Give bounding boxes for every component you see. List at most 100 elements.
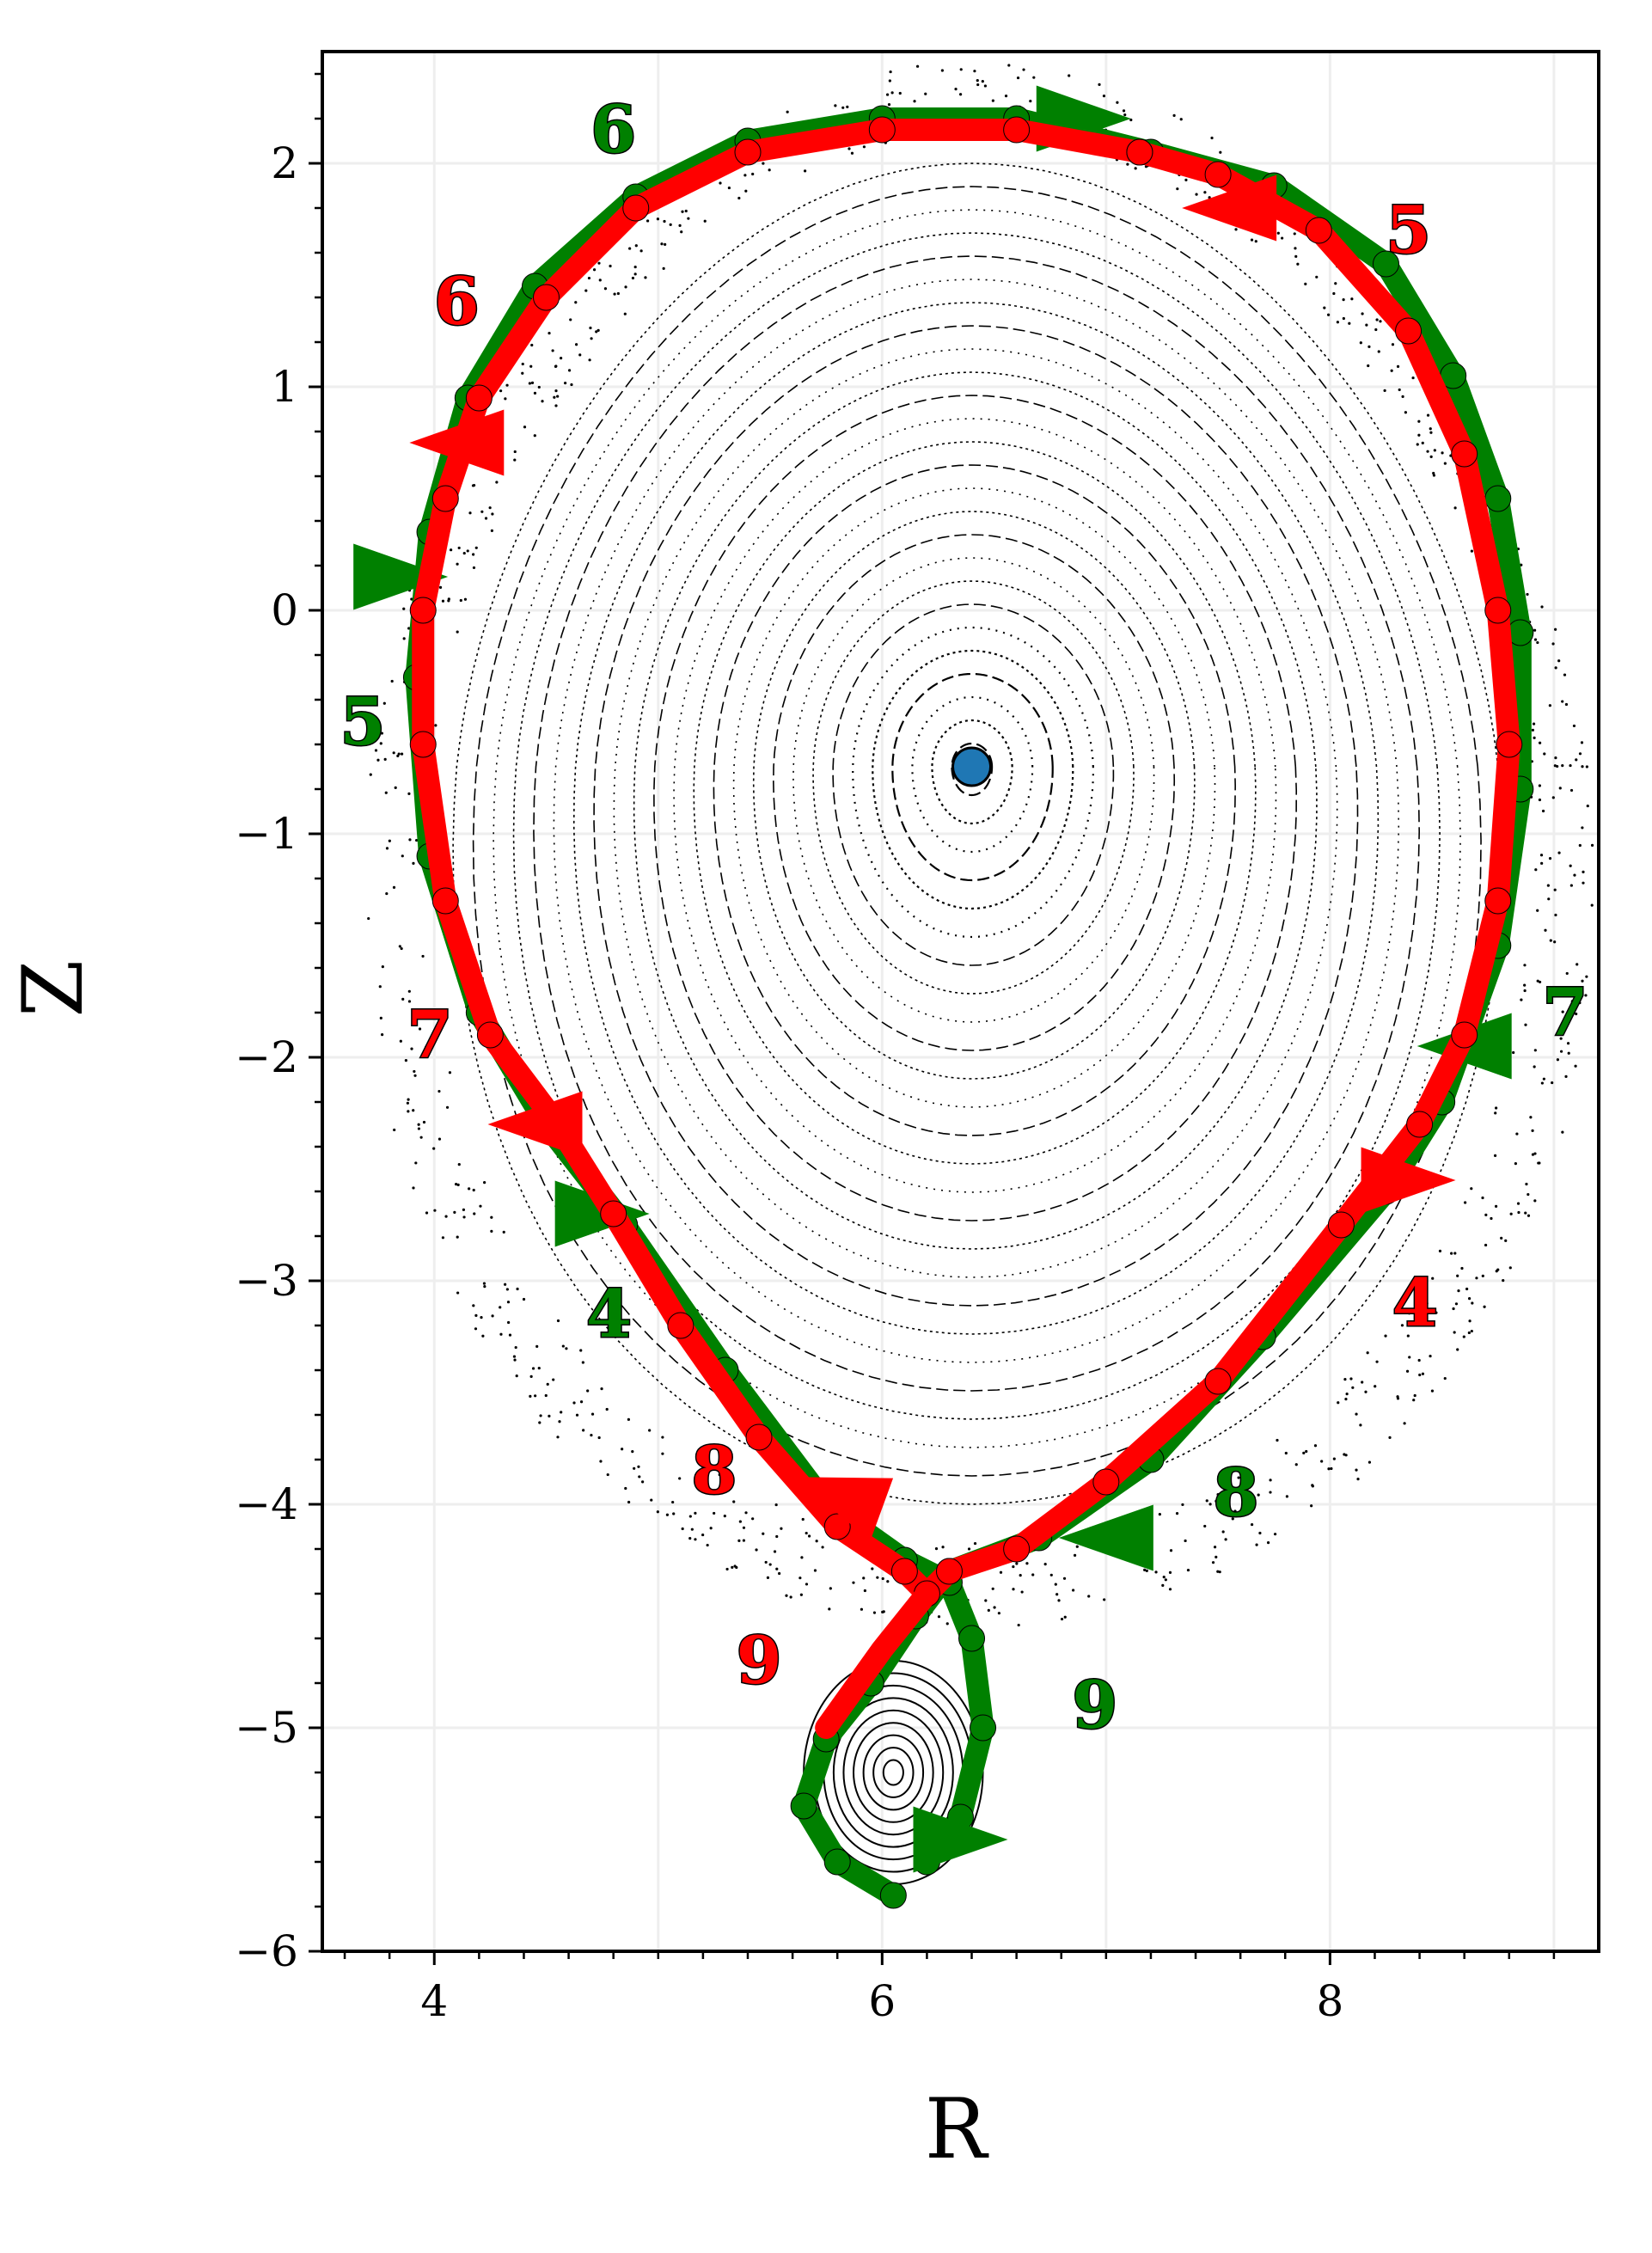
red-path-line	[412, 119, 1520, 1605]
chaos-dot	[1179, 118, 1183, 121]
chaos-dot	[1367, 345, 1371, 348]
chaos-dot	[1541, 809, 1545, 813]
chaos-dot	[1452, 1307, 1455, 1311]
red-path-point	[823, 1513, 851, 1540]
chaos-dot	[1548, 704, 1551, 707]
chaos-dot	[737, 1539, 741, 1542]
chaos-dot	[1540, 605, 1544, 609]
chaos-dot	[1590, 843, 1594, 847]
chaos-dot	[457, 1163, 461, 1166]
chaos-dot	[599, 1460, 603, 1463]
chaos-dot	[474, 546, 478, 549]
chaos-dot	[999, 1570, 1003, 1574]
chaos-dot	[1429, 431, 1433, 434]
chaos-dot	[1553, 888, 1557, 891]
chaos-dot	[1103, 1598, 1106, 1601]
chaos-dot	[482, 1282, 486, 1285]
chaos-dot	[872, 1611, 877, 1614]
chaos-dot	[463, 597, 468, 601]
green-path-point	[970, 1714, 997, 1742]
chaos-dot	[1218, 1570, 1221, 1574]
chaos-dot	[661, 1436, 664, 1439]
chaos-dot	[1561, 1010, 1564, 1013]
chaos-dot	[663, 219, 666, 223]
chaos-dot	[1456, 1274, 1459, 1277]
red-path-point	[409, 731, 437, 758]
chaos-dot	[556, 395, 560, 398]
chaos-dot	[684, 209, 688, 213]
chaos-dot	[1219, 1504, 1223, 1508]
chaos-dot	[1266, 1541, 1270, 1545]
chaos-dot	[1407, 1312, 1411, 1315]
chaos-dot	[513, 458, 517, 462]
chaos-dot	[404, 1059, 407, 1062]
chaos-dot	[513, 1358, 517, 1362]
chaos-dot	[1421, 441, 1424, 445]
green-path-arrow	[913, 1806, 1008, 1873]
chaos-dot	[539, 1414, 542, 1417]
chaos-dot	[605, 1407, 609, 1411]
chaos-dot	[1527, 1192, 1530, 1197]
green-step-label: 6	[590, 91, 636, 168]
chaos-dot	[1569, 864, 1572, 867]
chaos-dot	[1565, 971, 1569, 976]
chaos-dot	[1564, 1074, 1568, 1078]
y-tick-label: −6	[235, 1926, 298, 1976]
chaos-dot	[871, 1567, 874, 1570]
chaos-dot	[1411, 1309, 1416, 1313]
green-step-label: 8	[1214, 1454, 1259, 1531]
chaos-dot	[430, 1013, 434, 1017]
chaos-dot	[1546, 884, 1550, 887]
chaos-dot	[768, 168, 771, 172]
chaos-dot	[1294, 1463, 1298, 1466]
chaos-dot	[433, 1209, 437, 1212]
chaos-dot	[862, 1576, 866, 1580]
chaos-dot	[1567, 1051, 1570, 1055]
chaos-dot	[1509, 1212, 1513, 1215]
chaos-dot	[847, 147, 851, 150]
chaos-dot	[775, 1534, 779, 1539]
chaos-dot	[514, 1345, 517, 1350]
chaos-dot	[954, 88, 958, 91]
chaos-dot	[1516, 1202, 1520, 1205]
chaos-dot	[1126, 162, 1129, 166]
chaos-dot	[1569, 788, 1574, 793]
chaos-dot	[1029, 99, 1032, 103]
chaos-dot	[807, 1534, 811, 1538]
chaos-dot	[803, 169, 807, 173]
chaos-dot	[1323, 306, 1326, 309]
chaos-dot	[1531, 728, 1534, 732]
chaos-dot	[1049, 1573, 1053, 1576]
green-step-label: 7	[1542, 974, 1588, 1050]
chaos-dot	[1453, 506, 1457, 510]
chaos-dot	[678, 1477, 682, 1480]
chaos-dot	[1586, 804, 1589, 808]
chaos-dot	[1551, 642, 1555, 646]
chaos-dot	[600, 1387, 603, 1391]
chaos-dot	[466, 549, 469, 553]
chaos-dot	[1431, 1276, 1435, 1280]
chaos-dot	[590, 1412, 595, 1416]
chaos-dot	[718, 1472, 721, 1477]
red-path-point	[868, 116, 896, 144]
chaos-dot	[592, 268, 597, 272]
chaos-dot	[742, 1526, 746, 1529]
chaos-dot	[1344, 1397, 1348, 1401]
chaos-dot	[488, 506, 492, 510]
chaos-dot	[472, 553, 475, 556]
chaos-dot	[1432, 474, 1436, 477]
chaos-dot	[456, 1291, 460, 1295]
chaos-dot	[1453, 1331, 1456, 1334]
chaos-dot	[1416, 443, 1419, 446]
chaos-dot	[1401, 395, 1404, 398]
chaos-dot	[1426, 413, 1430, 417]
chaos-dot	[401, 997, 405, 1001]
chaos-dot	[537, 1367, 541, 1370]
chaos-dot	[876, 1576, 879, 1579]
chaos-dot	[1184, 178, 1188, 181]
flux-surface	[653, 395, 1298, 1221]
chaos-dot	[1273, 1533, 1277, 1536]
chaos-dot	[1134, 167, 1137, 170]
chaos-dot	[1043, 1562, 1047, 1566]
chaos-dot	[490, 1215, 493, 1219]
